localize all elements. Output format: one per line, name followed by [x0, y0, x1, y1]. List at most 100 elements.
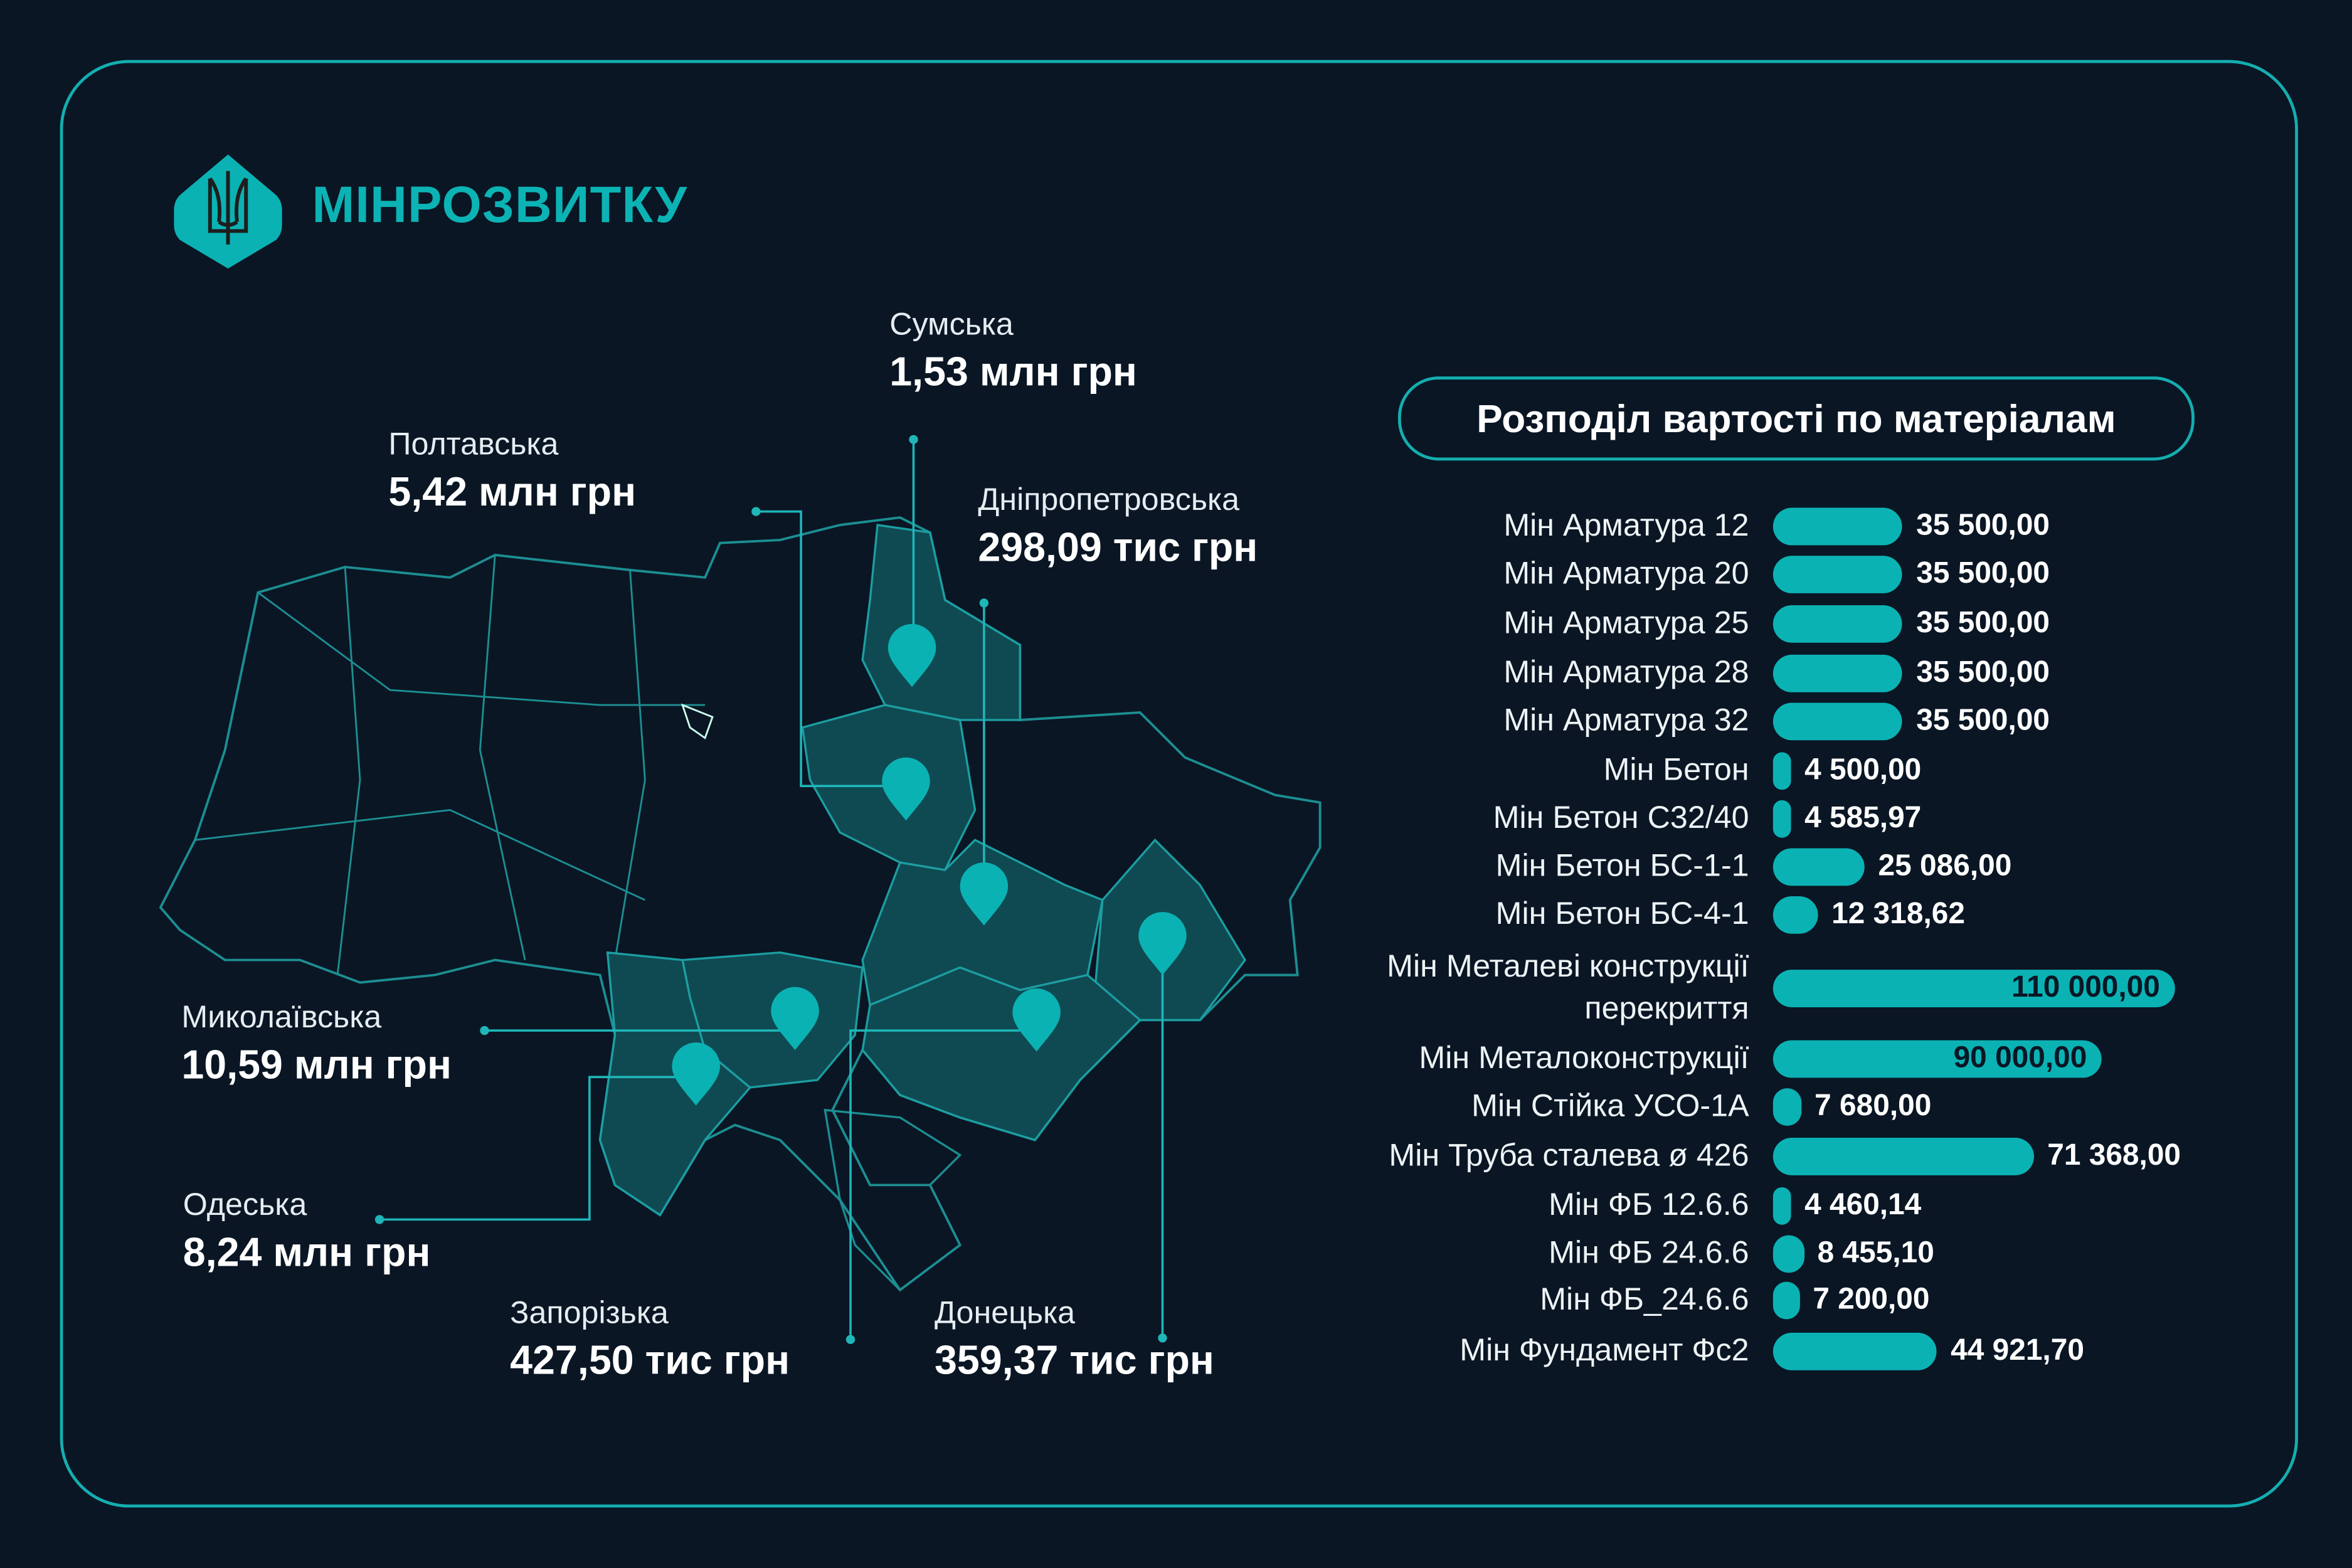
- region-name: Дніпропетровська: [978, 483, 1240, 518]
- bar: [1772, 1281, 1799, 1320]
- bar-value: 7 200,00: [1813, 1283, 1930, 1316]
- bar-value: 8 455,10: [1817, 1236, 1934, 1270]
- region-value: 1,53 млн грн: [889, 349, 1137, 395]
- map-pin-icon[interactable]: [887, 623, 936, 687]
- region-name: Запорізька: [510, 1296, 669, 1331]
- map-pin-icon[interactable]: [1012, 988, 1061, 1052]
- bar-label: Мін Арматура 32: [1503, 703, 1749, 738]
- bar: [1772, 1088, 1801, 1126]
- bar-value: 44 921,70: [1951, 1334, 2084, 1367]
- bar-value: 12 318,62: [1831, 898, 1965, 931]
- region-name: Одеська: [183, 1188, 307, 1223]
- bar-row: Мін Арматура 32 35 500,00: [1320, 699, 2250, 744]
- map-pin-icon[interactable]: [1138, 912, 1187, 975]
- bar-row: Мін ФБ 12.6.6 4 460,14: [1320, 1184, 2250, 1229]
- bar-row: Мін Металеві конструкції перекриття 110 0…: [1320, 950, 2250, 1026]
- bar-label: Мін Арматура 20: [1503, 556, 1749, 591]
- region-name: Миколаївська: [181, 1000, 382, 1036]
- region-value: 10,59 млн грн: [181, 1042, 452, 1088]
- chart-title: Розподіл вартості по матеріалам: [1397, 376, 2195, 461]
- bar: [1772, 1332, 1937, 1370]
- map-pin-icon[interactable]: [960, 862, 1009, 926]
- region-name: Полтавська: [388, 427, 559, 462]
- bar: [1772, 1040, 2102, 1078]
- bar-value: 35 500,00: [1916, 656, 2050, 689]
- region-value: 298,09 тис грн: [978, 525, 1258, 570]
- bar: [1772, 1187, 1791, 1225]
- bar-row: Мін Арматура 28 35 500,00: [1320, 651, 2250, 696]
- bar-label: Мін Труба сталева ø 426: [1389, 1138, 1749, 1173]
- map-pin-icon[interactable]: [882, 757, 930, 821]
- bar-label: Мін Бетон С32/40: [1493, 801, 1749, 836]
- bar-row: Мін Бетон 4 500,00: [1320, 748, 2250, 793]
- bar-row: Мін Труба сталева ø 426 71 368,00: [1320, 1134, 2250, 1179]
- bar: [1772, 605, 1903, 643]
- region-value: 5,42 млн грн: [388, 469, 637, 515]
- bar-value: 35 500,00: [1916, 509, 2050, 543]
- bar-value: 90 000,00: [1953, 1041, 2087, 1075]
- bar-value: 35 500,00: [1916, 557, 2050, 591]
- bar: [1772, 702, 1903, 741]
- bar: [1772, 970, 2175, 1007]
- bar-value: 71 368,00: [2047, 1139, 2181, 1173]
- region-label: Полтавська 5,42 млн грн: [388, 428, 636, 516]
- kyiv-marker: [681, 703, 714, 739]
- bar-value: 35 500,00: [1916, 607, 2050, 640]
- leader-dots: [374, 435, 1167, 1344]
- map-pin-icon[interactable]: [672, 1042, 720, 1106]
- ukraine-map: [159, 516, 1322, 1292]
- region-label: Донецька 359,37 тис грн: [935, 1296, 1214, 1384]
- leader-lines: [379, 439, 1164, 1340]
- bar-value: 4 585,97: [1804, 802, 1922, 835]
- region-name: Донецька: [934, 1296, 1076, 1331]
- bar-label: Мін Фундамент Фс2: [1459, 1333, 1749, 1369]
- bar-value: 4 500,00: [1804, 753, 1922, 787]
- region-label: Сумська 1,53 млн грн: [889, 307, 1137, 396]
- bar-row: Мін ФБ 24.6.6 8 455,10: [1320, 1232, 2250, 1277]
- bar-label: Мін Металоконструкції: [1419, 1041, 1749, 1076]
- bar-value: 4 460,14: [1804, 1189, 1922, 1222]
- region-zaporizhzhia: [861, 966, 1142, 1142]
- bar: [1772, 1138, 2034, 1175]
- bar-row: Мін Арматура 12 35 500,00: [1320, 504, 2250, 549]
- region-label: Запорізька 427,50 тис грн: [510, 1296, 790, 1384]
- bar-label: Мін Стійка УСО-1А: [1471, 1089, 1749, 1124]
- bar: [1772, 1235, 1804, 1273]
- bar: [1772, 752, 1791, 790]
- logo-hexagon-icon: [174, 154, 282, 269]
- bar-row: Мін Арматура 20 35 500,00: [1320, 552, 2250, 597]
- region-label: Одеська 8,24 млн грн: [183, 1188, 431, 1276]
- bar-value: 110 000,00: [2011, 971, 2160, 1005]
- region-label: Миколаївська 10,59 млн грн: [181, 1000, 452, 1089]
- bar-label: Мін Арматура 25: [1503, 606, 1749, 641]
- region-name: Сумська: [889, 307, 1014, 342]
- bar-row: Мін Бетон БС-1-1 25 086,00: [1320, 844, 2250, 889]
- bar-row: Мін Арматура 25 35 500,00: [1320, 601, 2250, 647]
- brand-name: МІНРОЗВИТКУ: [312, 177, 688, 235]
- frame-border: [60, 60, 2298, 1508]
- crimea: [824, 1108, 962, 1291]
- bar-row: Мін Бетон С32/40 4 585,97: [1320, 797, 2250, 842]
- bar-row: Мін Бетон БС-4-1 12 318,62: [1320, 893, 2250, 938]
- bar-value: 35 500,00: [1916, 704, 2050, 738]
- bar-label: Мін ФБ 24.6.6: [1549, 1236, 1749, 1271]
- bar-value: 7 680,00: [1814, 1089, 1932, 1123]
- bar: [1772, 654, 1903, 692]
- bar-label: Мін Арматура 12: [1503, 508, 1749, 543]
- bar-label: Мін ФБ 12.6.6: [1549, 1188, 1749, 1223]
- bar: [1772, 507, 1903, 546]
- bar-row: Мін ФБ_24.6.6 7 200,00: [1320, 1278, 2250, 1323]
- bar: [1772, 896, 1818, 934]
- bar-label: Мін Арматура 28: [1503, 655, 1749, 691]
- bar-label: Мін Бетон БС-4-1: [1495, 897, 1749, 932]
- region-label: Дніпропетровська 298,09 тис грн: [978, 483, 1258, 571]
- bar-label: Мін Металеві конструкції перекриття: [1387, 949, 1749, 1026]
- bar-label: Мін ФБ_24.6.6: [1540, 1282, 1749, 1317]
- map-pin-icon[interactable]: [771, 987, 819, 1051]
- region-value: 427,50 тис грн: [510, 1338, 790, 1384]
- bar: [1772, 800, 1791, 838]
- bar-row: Мін Стійка УСО-1А 7 680,00: [1320, 1084, 2250, 1130]
- bar-row: Мін Металоконструкції 90 000,00: [1320, 1037, 2250, 1082]
